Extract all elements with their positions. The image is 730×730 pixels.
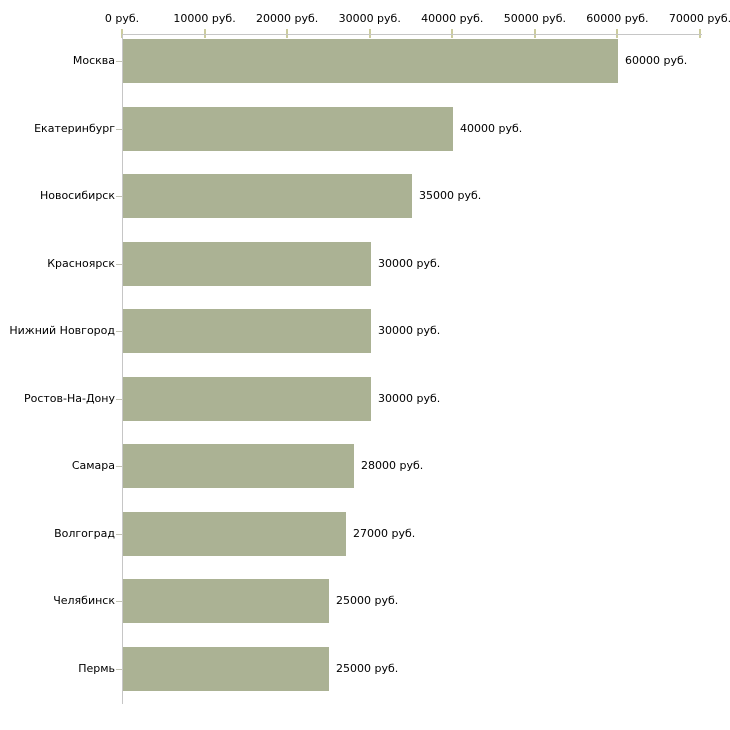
x-axis-tick-label: 70000 руб. xyxy=(668,12,730,25)
x-axis-tick-label: 60000 руб. xyxy=(586,12,649,25)
category-label: Самара xyxy=(71,459,115,472)
category-label: Новосибирск xyxy=(39,189,115,202)
category-label: Красноярск xyxy=(47,257,115,270)
y-axis-tick xyxy=(116,196,122,197)
y-axis-tick xyxy=(116,669,122,670)
bar-value-label: 30000 руб. xyxy=(378,324,441,337)
x-axis-tick-label: 10000 руб. xyxy=(173,12,236,25)
bar xyxy=(123,647,329,691)
bar xyxy=(123,309,371,353)
x-axis-tick xyxy=(533,29,536,38)
bar xyxy=(123,174,412,218)
y-axis-tick xyxy=(116,264,122,265)
bar xyxy=(123,512,346,556)
y-axis-line xyxy=(122,34,123,704)
category-label: Нижний Новгород xyxy=(9,324,115,337)
x-axis-tick xyxy=(616,29,619,38)
bar xyxy=(123,444,354,488)
bar-value-label: 25000 руб. xyxy=(336,594,399,607)
bar xyxy=(123,377,371,421)
category-label: Челябинск xyxy=(53,594,115,607)
y-axis-tick xyxy=(116,466,122,467)
x-axis-tick xyxy=(121,29,123,38)
bar-value-label: 28000 руб. xyxy=(361,459,424,472)
y-axis-tick xyxy=(116,534,122,535)
bar-value-label: 27000 руб. xyxy=(353,527,416,540)
y-axis-tick xyxy=(116,331,122,332)
x-axis-tick-label: 40000 руб. xyxy=(421,12,484,25)
x-axis-tick xyxy=(203,29,206,38)
category-label: Пермь xyxy=(78,662,115,675)
category-label: Москва xyxy=(72,54,115,67)
bar-value-label: 30000 руб. xyxy=(378,257,441,270)
x-axis-tick xyxy=(699,29,701,38)
bar xyxy=(123,39,618,83)
bar-value-label: 60000 руб. xyxy=(625,54,688,67)
x-axis-tick xyxy=(451,29,454,38)
y-axis-tick xyxy=(116,399,122,400)
y-axis-tick xyxy=(116,601,122,602)
bar-value-label: 30000 руб. xyxy=(378,392,441,405)
x-axis-tick-label: 0 руб. xyxy=(104,12,140,25)
category-label: Екатеринбург xyxy=(34,122,115,135)
y-axis-tick xyxy=(116,129,122,130)
bar xyxy=(123,242,371,286)
y-axis-tick xyxy=(116,61,122,62)
bar-value-label: 35000 руб. xyxy=(419,189,482,202)
x-axis-tick xyxy=(368,29,371,38)
bar xyxy=(123,107,453,151)
x-axis-tick xyxy=(286,29,289,38)
x-axis-tick-label: 20000 руб. xyxy=(256,12,319,25)
bar-value-label: 25000 руб. xyxy=(336,662,399,675)
x-axis-line xyxy=(122,34,702,35)
x-axis-tick-label: 30000 руб. xyxy=(338,12,401,25)
category-label: Волгоград xyxy=(54,527,115,540)
bar xyxy=(123,579,329,623)
category-label: Ростов-На-Дону xyxy=(23,392,115,405)
x-axis-tick-label: 50000 руб. xyxy=(503,12,566,25)
bar-value-label: 40000 руб. xyxy=(460,122,523,135)
